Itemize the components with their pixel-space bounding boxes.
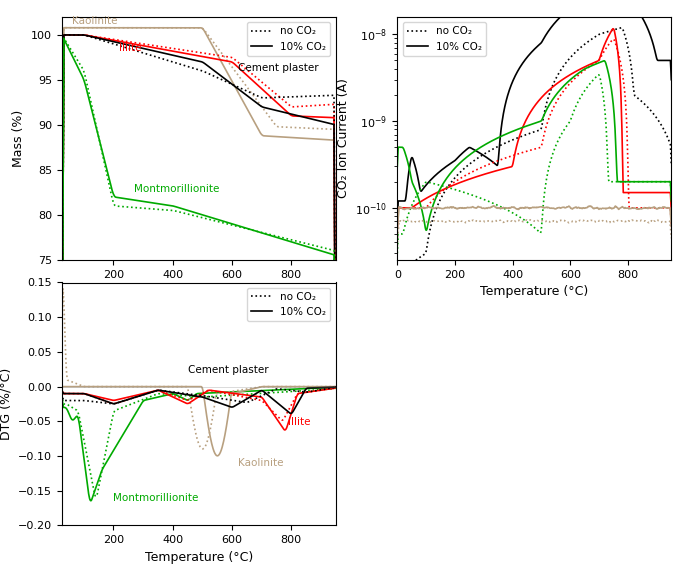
Legend: no CO₂, 10% CO₂: no CO₂, 10% CO₂ <box>403 22 486 56</box>
X-axis label: Temperature (°C): Temperature (°C) <box>145 551 253 564</box>
Text: Montmorillionite: Montmorillionite <box>134 184 220 194</box>
Text: Montmorillionite: Montmorillionite <box>114 493 199 503</box>
Legend: no CO₂, 10% CO₂: no CO₂, 10% CO₂ <box>247 22 330 56</box>
Text: Illite: Illite <box>119 43 142 53</box>
Text: Cement plaster: Cement plaster <box>188 365 268 375</box>
Text: Kaolinite: Kaolinite <box>72 16 118 26</box>
Text: Illite: Illite <box>288 417 311 427</box>
Y-axis label: DTG (%/°C): DTG (%/°C) <box>0 368 12 440</box>
X-axis label: Temperature (°C): Temperature (°C) <box>480 285 588 298</box>
X-axis label: Temperature (°C): Temperature (°C) <box>145 285 253 298</box>
Legend: no CO₂, 10% CO₂: no CO₂, 10% CO₂ <box>247 288 330 321</box>
Y-axis label: Mass (%): Mass (%) <box>12 110 25 167</box>
Text: Cement plaster: Cement plaster <box>238 63 319 73</box>
Y-axis label: CO₂ Ion Current (A): CO₂ Ion Current (A) <box>337 79 350 198</box>
Text: Kaolinite: Kaolinite <box>238 458 284 468</box>
